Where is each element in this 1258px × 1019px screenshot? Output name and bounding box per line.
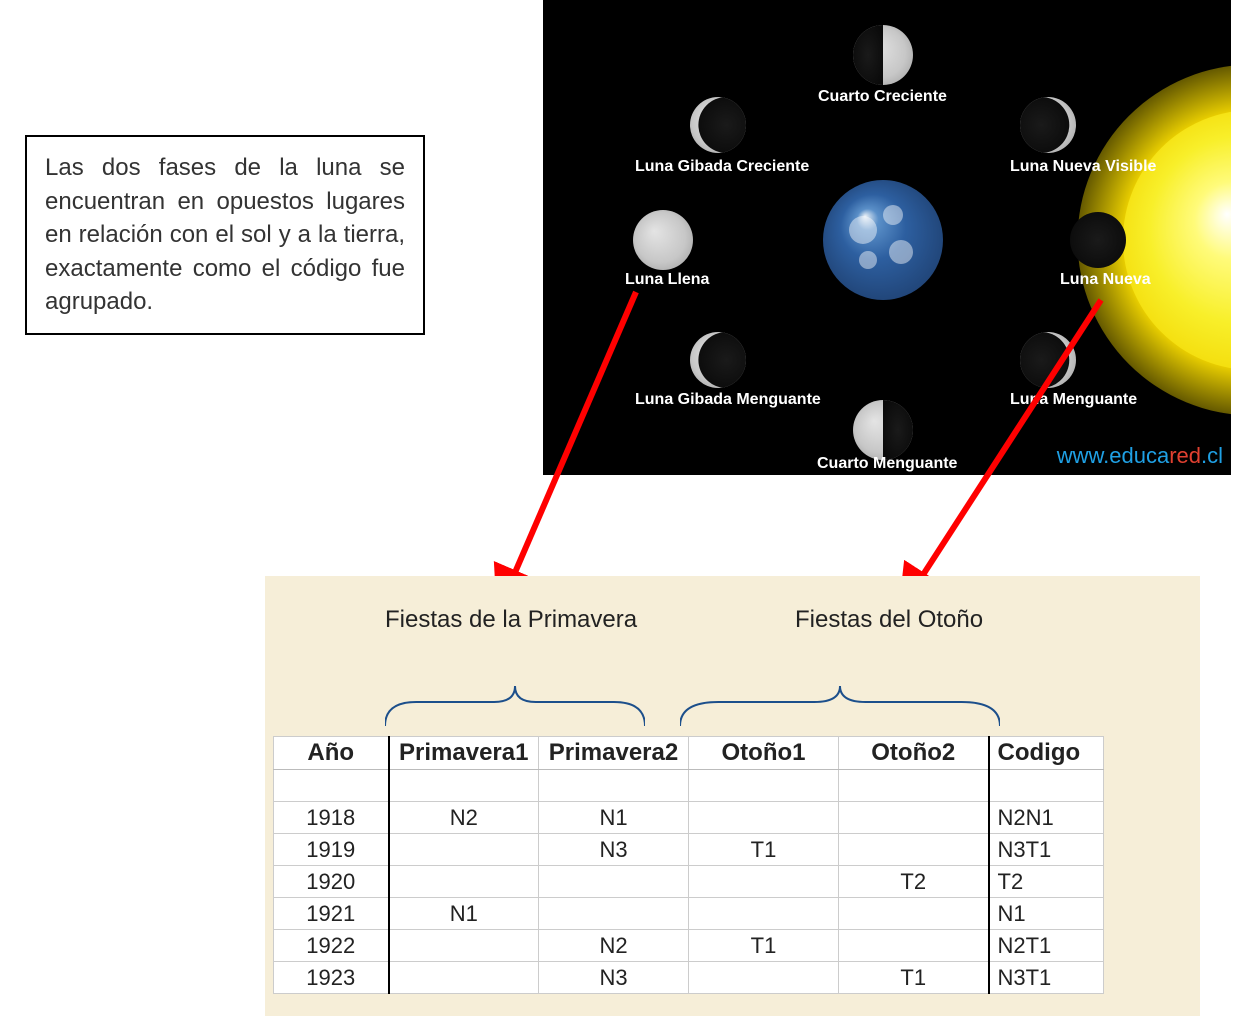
- brace-spring: [385, 686, 645, 726]
- table-row: 1920 T2T2: [274, 866, 1104, 898]
- cell-ano: [274, 770, 389, 802]
- moon-label-cuarto_menguante: Cuarto Menguante: [817, 455, 957, 473]
- group-label-spring: Fiestas de la Primavera: [385, 606, 637, 634]
- cell-primavera1: [389, 834, 539, 866]
- col-header-primavera2: Primavera2: [539, 737, 689, 770]
- col-header-ano: Año: [274, 737, 389, 770]
- group-label-autumn: Fiestas del Otoño: [795, 606, 983, 634]
- watermark-educared: www.educared.cl: [1057, 443, 1223, 469]
- col-header-primavera1: Primavera1: [389, 737, 539, 770]
- cell-otono1: [689, 770, 839, 802]
- cell-otono1: [689, 898, 839, 930]
- cell-otono1: [689, 802, 839, 834]
- cell-primavera1: [389, 930, 539, 962]
- cell-primavera2: N3: [539, 962, 689, 994]
- cell-codigo: N2N1: [989, 802, 1104, 834]
- cell-primavera2: N3: [539, 834, 689, 866]
- cell-ano: 1922: [274, 930, 389, 962]
- cell-primavera1: N2: [389, 802, 539, 834]
- cell-otono2: [839, 802, 989, 834]
- table-row: 1921N1N1: [274, 898, 1104, 930]
- cell-primavera2: N2: [539, 930, 689, 962]
- cell-otono1: T1: [689, 930, 839, 962]
- table-row: 1919 N3T1 N3T1: [274, 834, 1104, 866]
- cell-codigo: N2T1: [989, 930, 1104, 962]
- cell-ano: 1923: [274, 962, 389, 994]
- cell-primavera1: [389, 962, 539, 994]
- cell-otono2: T1: [839, 962, 989, 994]
- table-row: [274, 770, 1104, 802]
- cell-ano: 1921: [274, 898, 389, 930]
- moon-label-luna_nueva: Luna Nueva: [1060, 271, 1151, 289]
- moon-label-cuarto_creciente: Cuarto Creciente: [818, 88, 947, 106]
- cell-otono1: T1: [689, 834, 839, 866]
- cell-codigo: N3T1: [989, 834, 1104, 866]
- col-header-codigo: Codigo: [989, 737, 1104, 770]
- cell-otono2: [839, 898, 989, 930]
- callout-box: Las dos fases de la luna se encuentran e…: [25, 135, 425, 335]
- col-header-otono1: Otoño1: [689, 737, 839, 770]
- cell-otono1: [689, 962, 839, 994]
- moon-label-luna_gibada_menguante: Luna Gibada Menguante: [635, 391, 821, 409]
- cell-ano: 1919: [274, 834, 389, 866]
- cell-codigo: T2: [989, 866, 1104, 898]
- cell-ano: 1918: [274, 802, 389, 834]
- cell-primavera2: [539, 898, 689, 930]
- table-row: 1923N3T1N3T1: [274, 962, 1104, 994]
- cell-otono2: [839, 834, 989, 866]
- moon-label-luna_menguante: Luna Menguante: [1010, 391, 1137, 409]
- cell-primavera1: [389, 770, 539, 802]
- cell-primavera2: [539, 866, 689, 898]
- moon-label-luna_nueva_visible: Luna Nueva Visible: [1010, 158, 1156, 176]
- moon-phases-diagram: Cuarto Creciente Luna Nueva Visible Luna N…: [543, 0, 1231, 475]
- cell-otono1: [689, 866, 839, 898]
- cell-ano: 1920: [274, 866, 389, 898]
- table-section: Fiestas de la Primavera Fiestas del Otoñ…: [265, 576, 1200, 1016]
- cell-codigo: N1: [989, 898, 1104, 930]
- cell-otono2: [839, 770, 989, 802]
- cell-codigo: N3T1: [989, 962, 1104, 994]
- cell-otono2: [839, 930, 989, 962]
- table-row: 1922 N2T1 N2T1: [274, 930, 1104, 962]
- moon-label-luna_gibada_creciente: Luna Gibada Creciente: [635, 158, 809, 176]
- cell-primavera1: [389, 866, 539, 898]
- moon-label-luna_llena: Luna Llena: [625, 271, 709, 289]
- cell-primavera2: [539, 770, 689, 802]
- col-header-otono2: Otoño2: [839, 737, 989, 770]
- cell-otono2: T2: [839, 866, 989, 898]
- brace-autumn: [680, 686, 1000, 726]
- cell-codigo: [989, 770, 1104, 802]
- cell-primavera1: N1: [389, 898, 539, 930]
- table-row: 1918N2N1N2N1: [274, 802, 1104, 834]
- data-table: AñoPrimavera1Primavera2Otoño1Otoño2Codig…: [273, 736, 1104, 994]
- cell-primavera2: N1: [539, 802, 689, 834]
